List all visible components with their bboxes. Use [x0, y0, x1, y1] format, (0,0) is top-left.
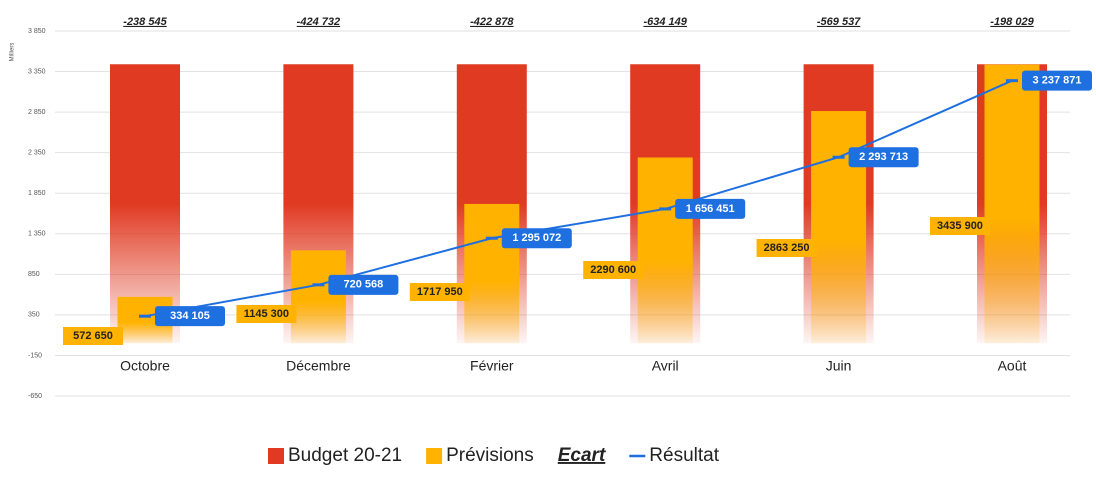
x-tick-label: Décembre — [286, 358, 351, 374]
legend-swatch — [426, 448, 443, 464]
ecart-label: -198 029 — [990, 16, 1034, 28]
value-label: 2863 250 — [764, 242, 810, 254]
value-label: 334 105 — [170, 310, 210, 322]
y-tick-label: -150 — [28, 352, 42, 359]
legend-label: Ecart — [558, 445, 606, 466]
legend-swatch — [268, 448, 284, 464]
y-tick-label: 2 850 — [28, 109, 46, 116]
value-label: 720 568 — [344, 279, 384, 291]
point — [832, 155, 845, 159]
value-label: 572 650 — [73, 330, 113, 342]
value-label: 2290 600 — [590, 264, 636, 276]
value-label-box — [930, 217, 990, 235]
x-tick-label: Août — [998, 358, 1027, 374]
value-label: 1145 300 — [244, 308, 289, 320]
y-tick-label: -650 — [28, 393, 42, 400]
value-label-box — [583, 261, 644, 279]
value-label-box — [848, 147, 919, 168]
ecart-label: -634 149 — [643, 16, 687, 28]
y-tick-label: 2 350 — [28, 150, 46, 157]
x-tick-label: Avril — [652, 358, 679, 374]
value-label: 3 237 871 — [1033, 75, 1082, 87]
ecart-label: -424 732 — [297, 16, 340, 28]
x-tick-label: Juin — [826, 358, 852, 374]
value-label-box — [501, 228, 572, 249]
value-label-box — [328, 274, 399, 295]
legend-label: Prévisions — [446, 445, 534, 466]
value-label-box — [409, 283, 470, 301]
value-label-box — [1022, 70, 1092, 91]
bar — [464, 203, 520, 344]
bar — [110, 64, 180, 344]
x-tick-label: Février — [470, 358, 514, 374]
value-label: 3435 900 — [937, 220, 983, 232]
ecart-label: -569 537 — [817, 16, 861, 28]
bar — [637, 157, 693, 344]
bar — [984, 64, 1040, 344]
value-label-box — [155, 306, 225, 327]
value-label: 1 656 451 — [686, 203, 735, 215]
value-label-box — [756, 239, 817, 257]
point — [1006, 79, 1018, 83]
value-label-box — [63, 327, 123, 345]
value-label: 1717 950 — [417, 286, 463, 298]
value-label: 1 295 072 — [512, 232, 561, 244]
value-label-box — [236, 305, 297, 323]
ecart-label: -238 545 — [123, 16, 167, 28]
point — [139, 314, 151, 318]
x-tick-label: Octobre — [120, 358, 170, 374]
point — [485, 236, 498, 240]
legend-label: Budget 20-21 — [288, 445, 402, 466]
value-label-box — [675, 198, 746, 219]
line — [144, 79, 1013, 318]
point — [659, 207, 672, 211]
bar — [290, 250, 346, 344]
y-axis-label: Milliers — [10, 43, 16, 62]
ecart-label: -422 878 — [470, 16, 514, 28]
legend-label: Résultat — [649, 445, 719, 466]
bar — [811, 111, 867, 344]
y-tick-label: 1 350 — [28, 231, 46, 238]
y-tick-label: 3 850 — [28, 28, 46, 35]
y-tick-label: 3 350 — [28, 68, 46, 75]
value-label: 2 293 713 — [859, 151, 908, 163]
point — [312, 283, 325, 287]
y-tick-label: 350 — [28, 312, 40, 319]
y-tick-label: 850 — [28, 271, 40, 278]
y-tick-label: 1 850 — [28, 190, 46, 197]
